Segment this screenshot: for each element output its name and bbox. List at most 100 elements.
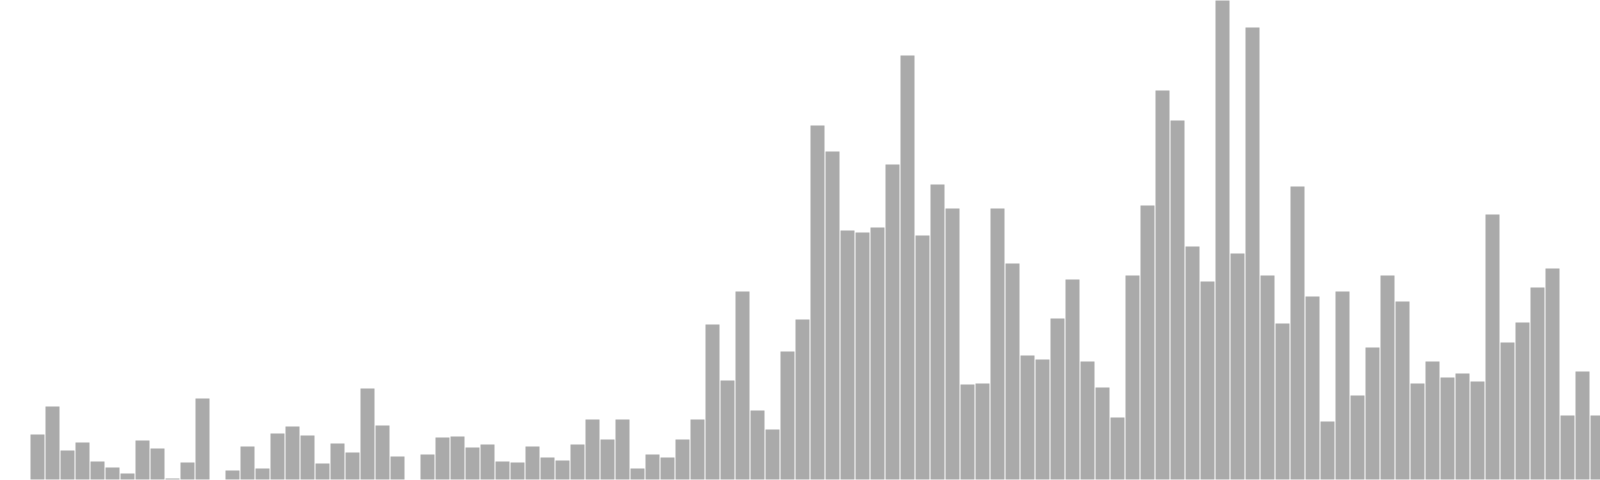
bar-98 [1484,213,1501,480]
bar-36 [554,459,571,480]
bar-62 [944,207,961,480]
bar-71 [1079,360,1096,480]
bar-21 [329,442,346,480]
bar-97 [1469,380,1486,480]
bar-34 [524,445,541,480]
bar-68 [1034,358,1051,480]
bar-80 [1214,0,1231,480]
bar-72 [1094,386,1111,480]
bar-104 [1574,370,1591,480]
bar-14 [224,469,241,480]
bar-91 [1379,274,1396,480]
bar-22 [344,451,361,480]
bar-43 [659,456,676,480]
bars-group [29,0,1600,480]
bar-30 [464,446,481,480]
bar-49 [749,409,766,480]
bar-24 [374,424,391,480]
bar-78 [1184,245,1201,480]
bar-82 [1244,26,1261,480]
bar-103 [1559,414,1576,480]
bar-84 [1274,322,1291,480]
bar-42 [644,453,661,480]
bar-46 [704,323,721,480]
bar-102 [1544,267,1561,480]
bar-76 [1154,89,1171,480]
bar-87 [1319,420,1336,480]
bar-66 [1004,262,1021,480]
bar-9 [149,447,166,480]
bar-8 [134,439,151,480]
bar-33 [509,461,526,480]
bar-73 [1109,416,1126,480]
bar-88 [1334,290,1351,480]
bar-31 [479,443,496,480]
bar-48 [734,290,751,480]
bar-20 [314,462,331,480]
bar-77 [1169,119,1186,480]
bar-12 [194,397,211,480]
bar-45 [689,418,706,480]
bar-38 [584,418,601,480]
bar-60 [914,234,931,480]
bar-39 [599,438,616,480]
bar-35 [539,456,556,480]
bar-93 [1409,382,1426,480]
bar-44 [674,438,691,480]
bar-11 [179,461,196,480]
bar-51 [779,350,796,480]
bar-27 [419,453,436,480]
bar-41 [629,467,646,480]
bar-90 [1364,346,1381,480]
bar-19 [299,434,316,480]
bar-29 [449,435,466,480]
bar-54 [824,150,841,480]
bar-81 [1229,252,1246,480]
bar-89 [1349,394,1366,480]
bar-40 [614,418,631,480]
bar-18 [284,425,301,480]
bar-55 [839,229,856,480]
bar-17 [269,432,286,480]
bar-99 [1499,341,1516,480]
bar-16 [254,467,271,480]
bar-28 [434,436,451,480]
bar-100 [1514,321,1531,480]
bar-63 [959,383,976,480]
bar-94 [1424,360,1441,480]
bar-67 [1019,354,1036,480]
bar-3 [59,449,76,480]
bar-58 [884,163,901,480]
bar-15 [239,445,256,480]
bar-56 [854,231,871,480]
bar-70 [1064,278,1081,480]
bar-47 [719,379,736,480]
bar-52 [794,318,811,480]
bar-37 [569,443,586,480]
bar-2 [44,405,61,480]
bar-53 [809,124,826,480]
bar-23 [359,387,376,480]
bar-85 [1289,185,1306,480]
bar-59 [899,54,916,480]
bar-64 [974,382,991,480]
bar-1 [29,433,46,480]
bar-69 [1049,317,1066,480]
bar-75 [1139,204,1156,480]
bar-92 [1394,300,1411,480]
bar-65 [989,207,1006,480]
bar-79 [1199,280,1216,480]
bar-25 [389,455,406,480]
bar-95 [1439,376,1456,480]
bar-32 [494,460,511,480]
bar-7 [119,472,136,480]
bar-101 [1529,286,1546,480]
bar-86 [1304,295,1321,480]
bar-83 [1259,274,1276,480]
bar-6 [104,466,121,480]
bar-5 [89,460,106,480]
bar-4 [74,441,91,480]
bar-50 [764,428,781,480]
bar-96 [1454,372,1471,480]
